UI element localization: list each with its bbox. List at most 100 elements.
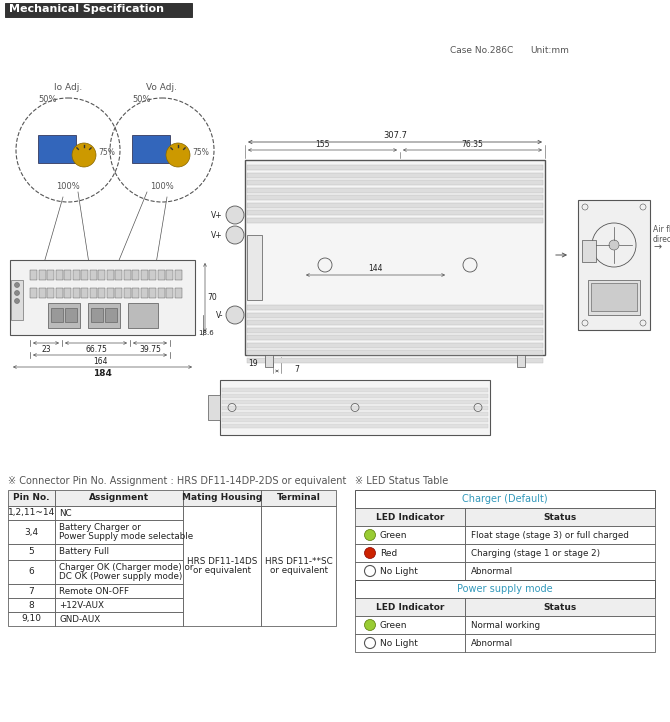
Bar (355, 616, 465, 634)
Bar (107, 270, 113, 280)
Circle shape (226, 306, 244, 324)
Text: Red: Red (380, 549, 397, 557)
Bar (132, 288, 139, 298)
Bar (247, 313, 543, 318)
Text: ※ Connector Pin No. Assignment : HRS DF11-14DP-2DS or equivalent: ※ Connector Pin No. Assignment : HRS DF1… (8, 476, 346, 486)
Bar (465, 526, 655, 544)
Text: 70: 70 (207, 293, 217, 302)
Text: Remote ON-OFF: Remote ON-OFF (59, 586, 129, 596)
Text: Battery Full: Battery Full (59, 547, 109, 557)
Bar (166, 270, 173, 280)
Bar (247, 180, 543, 185)
Bar (123, 288, 131, 298)
Text: ※ LED Status Table: ※ LED Status Table (355, 476, 448, 486)
Text: 75%: 75% (98, 148, 115, 157)
Text: Status: Status (543, 602, 577, 612)
Bar (55, 490, 183, 506)
Bar (8, 598, 55, 612)
Bar (355, 526, 465, 544)
Text: 5: 5 (29, 547, 34, 557)
Bar (174, 288, 182, 298)
Bar (8, 544, 55, 560)
Bar (149, 270, 156, 280)
Bar (355, 580, 655, 598)
Bar (247, 173, 543, 178)
Text: Mechanical Specification: Mechanical Specification (9, 4, 164, 14)
Text: Air flow
direction: Air flow direction (653, 225, 670, 245)
Bar (174, 270, 182, 280)
Bar (247, 357, 543, 362)
Bar (582, 240, 596, 262)
Text: or equivalent: or equivalent (193, 566, 251, 575)
Bar (72, 270, 80, 280)
Bar (247, 202, 543, 207)
Bar (55, 560, 183, 584)
Bar (247, 235, 262, 300)
Bar (261, 490, 336, 506)
Text: Terminal: Terminal (277, 494, 320, 503)
Text: Vo Adj.: Vo Adj. (147, 83, 178, 92)
Bar (64, 288, 71, 298)
Bar (465, 562, 655, 580)
Text: Pin No.: Pin No. (13, 494, 50, 503)
Bar (222, 400, 488, 404)
Bar (141, 288, 147, 298)
Text: DC OK (Power supply mode): DC OK (Power supply mode) (59, 572, 182, 581)
Text: Charger (Default): Charger (Default) (462, 494, 548, 504)
Bar (115, 270, 122, 280)
Circle shape (364, 547, 375, 559)
Text: No Light: No Light (380, 567, 418, 575)
Bar (591, 283, 637, 311)
Bar (247, 165, 543, 170)
Text: 18.6: 18.6 (198, 330, 214, 336)
Bar (261, 506, 336, 626)
Circle shape (226, 226, 244, 244)
Bar (98, 288, 105, 298)
Text: Status: Status (543, 513, 577, 521)
Bar (8, 584, 55, 598)
Text: V+: V+ (211, 230, 223, 240)
Bar (355, 490, 655, 508)
Bar (247, 350, 543, 355)
Text: V+: V+ (211, 211, 223, 219)
Text: HRS DF11-**SC: HRS DF11-**SC (265, 557, 332, 566)
Circle shape (364, 619, 375, 630)
Text: LED Indicator: LED Indicator (376, 602, 444, 612)
Bar (222, 424, 488, 428)
Bar (8, 612, 55, 626)
Text: 75%: 75% (192, 148, 209, 157)
Bar (247, 342, 543, 347)
Bar (91, 308, 103, 322)
Circle shape (364, 529, 375, 541)
Bar (355, 598, 465, 616)
Text: 76.35: 76.35 (462, 140, 484, 149)
Bar (8, 490, 55, 506)
Bar (183, 490, 261, 506)
Bar (48, 303, 80, 328)
Bar (30, 270, 37, 280)
Bar (8, 506, 55, 520)
Text: or equivalent: or equivalent (269, 566, 328, 575)
Bar (355, 508, 465, 526)
Text: →: → (653, 242, 661, 252)
Text: LED Indicator: LED Indicator (376, 513, 444, 521)
Bar (157, 288, 165, 298)
Bar (465, 598, 655, 616)
Bar (98, 270, 105, 280)
Bar (265, 355, 273, 367)
Bar (222, 418, 488, 422)
Text: 66.75: 66.75 (85, 345, 107, 354)
Text: 8: 8 (29, 601, 34, 609)
Bar (72, 288, 80, 298)
Bar (115, 288, 122, 298)
Bar (128, 303, 158, 328)
Text: 50%: 50% (132, 95, 151, 104)
Bar (105, 308, 117, 322)
Circle shape (609, 240, 619, 250)
Circle shape (15, 290, 19, 295)
Bar (107, 288, 113, 298)
Bar (247, 210, 543, 215)
Text: Abnormal: Abnormal (471, 638, 513, 648)
Text: Unit:mm: Unit:mm (530, 46, 569, 55)
Bar (81, 270, 88, 280)
